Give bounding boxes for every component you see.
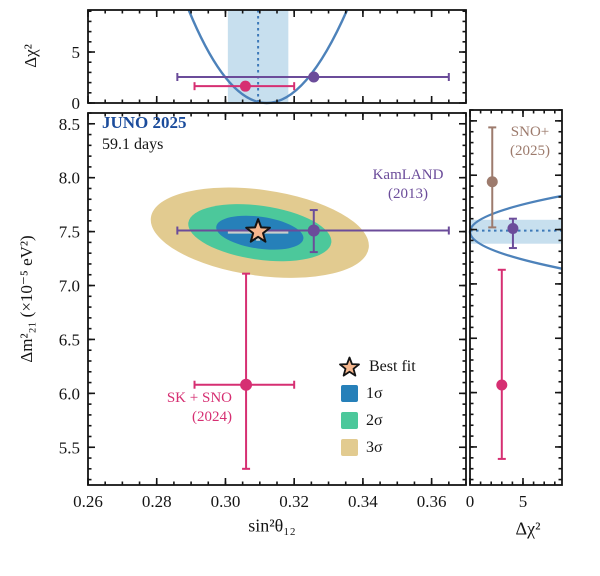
- legend-label-2sigma: 2σ: [366, 411, 383, 429]
- annotation-sno-plus-line1: SNO+: [510, 124, 550, 140]
- plot-subtitle: 59.1 days: [102, 136, 164, 153]
- legend-label-3sigma: 3σ: [366, 438, 383, 456]
- x-tick-label: 0.30: [211, 492, 241, 511]
- legend-row-2sigma: 2σ: [338, 408, 416, 433]
- annotation-kamland-line1: KamLAND: [372, 167, 444, 183]
- annotation-sk-sno: SK + SNO (2024): [116, 389, 232, 427]
- data-point: [507, 222, 519, 234]
- legend-row-best-fit: Best fit: [338, 354, 416, 379]
- data-point: [496, 379, 508, 391]
- y-tick-label: 5.5: [59, 438, 80, 457]
- one-sigma-band: [227, 10, 289, 103]
- x-tick-label: 0.36: [417, 492, 447, 511]
- data-point: [239, 80, 251, 92]
- panel-frame: [469, 109, 563, 486]
- x-tick-label: 0.26: [73, 492, 103, 511]
- y-tick-label: 7.0: [59, 277, 80, 296]
- annotation-kamland-line2: (2013): [388, 186, 428, 203]
- y-tick-label: 8.5: [59, 115, 80, 134]
- data-point: [240, 378, 253, 391]
- legend-label-1sigma: 1σ: [366, 384, 383, 402]
- annotation-kamland: KamLAND (2013): [352, 166, 464, 204]
- annotation-sno-plus: SNO+ (2025): [487, 123, 573, 161]
- x-tick-label: 0.34: [348, 492, 378, 511]
- legend-swatch-1sigma-icon: [341, 385, 358, 402]
- legend: Best fit 1σ 2σ 3σ: [338, 354, 416, 460]
- legend-row-3sigma: 3σ: [338, 435, 416, 460]
- panel-frame: [87, 112, 467, 486]
- y-tick-label: 6.5: [59, 330, 80, 349]
- legend-swatch-2sigma-icon: [341, 412, 358, 429]
- y-tick-label: 7.5: [59, 223, 80, 242]
- plot-title: JUNO 2025: [102, 113, 187, 132]
- data-point: [486, 176, 498, 188]
- y-tick-label: 6.0: [59, 384, 80, 403]
- legend-swatch-3sigma-icon: [341, 439, 358, 456]
- annotation-sk-sno-line2: (2024): [192, 409, 232, 426]
- annotation-sk-sno-line1: SK + SNO: [166, 390, 232, 406]
- right-panel-x-axis-label: Δχ²: [515, 518, 541, 539]
- panel-frame: [87, 9, 467, 104]
- annotation-sno-plus-line2: (2025): [510, 143, 550, 160]
- best-fit-star: [245, 218, 271, 243]
- x-tick-label: 0.32: [279, 492, 309, 511]
- data-point: [308, 71, 320, 83]
- top-panel-y-axis-label: Δχ²: [21, 44, 40, 68]
- legend-row-1sigma: 1σ: [338, 381, 416, 406]
- y-tick-label: 5: [72, 43, 81, 62]
- y-tick-label: 0: [72, 94, 81, 113]
- data-point: [307, 224, 320, 237]
- main-panel-x-axis-label: sin²θ₁₂: [248, 515, 296, 536]
- x-tick-label: 5: [519, 492, 528, 511]
- main-panel-y-axis-label: Δm²₂₁ (×10⁻⁵ eV²): [17, 235, 36, 363]
- x-tick-label: 0: [466, 492, 475, 511]
- x-tick-label: 0.28: [142, 492, 172, 511]
- legend-label-best-fit: Best fit: [369, 357, 416, 375]
- best-fit-star-glyph: [339, 356, 360, 377]
- y-tick-label: 8.0: [59, 169, 80, 188]
- best-fit-star-icon: [339, 356, 360, 377]
